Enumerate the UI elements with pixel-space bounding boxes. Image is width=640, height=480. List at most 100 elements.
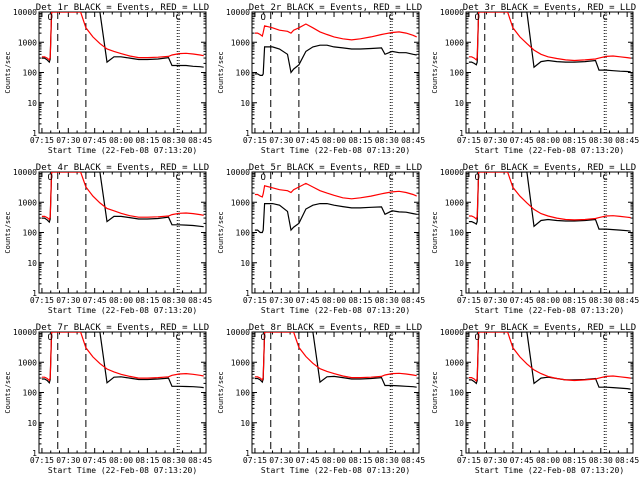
- y-tick-label: 100: [450, 69, 465, 78]
- marker-o: O: [474, 333, 479, 343]
- x-tick-label: 07:15: [243, 456, 267, 465]
- x-tick-label: 07:45: [510, 296, 534, 305]
- x-tick-label: 08:15: [348, 456, 372, 465]
- y-tick-label: 100: [23, 69, 38, 78]
- chart-panel-5: Det 5r BLACK = Events, RED = LLD 1 10 100 10…: [217, 163, 425, 315]
- x-tick-label: 08:30: [375, 296, 399, 305]
- x-axis-label: Start Time (22-Feb-08 07:13:20): [261, 466, 410, 475]
- y-tick-label: 100: [236, 389, 251, 398]
- y-tick-label: 10000: [226, 168, 250, 177]
- marker-c: C: [388, 333, 393, 343]
- plot-frame: [38, 11, 207, 134]
- x-tick-label: 07:45: [296, 456, 320, 465]
- y-tick-label: 1: [459, 289, 464, 298]
- x-tick-label: 07:15: [457, 296, 481, 305]
- y-tick-label: 10: [240, 259, 250, 268]
- y-tick-label: 10: [454, 99, 464, 108]
- x-tick-label: 07:30: [483, 456, 507, 465]
- y-tick-label: 1: [32, 129, 37, 138]
- x-tick-label: 07:30: [269, 136, 293, 145]
- chart-panel-9: Det 9r BLACK = Events, RED = LLD 1 10 100 10…: [431, 323, 639, 475]
- series-lld: [468, 172, 631, 221]
- x-tick-label: 08:45: [615, 136, 639, 145]
- y-axis-label: Counts/sec: [431, 51, 439, 93]
- plot-frame: [251, 171, 420, 294]
- panel-title: Det 4r BLACK = Events, RED = LLD: [36, 163, 209, 173]
- chart-panel-1: Det 1r BLACK = Events, RED = LLD 1 10 100 10…: [4, 3, 212, 155]
- y-tick-label: 10: [27, 99, 37, 108]
- x-axis-label: Start Time (22-Feb-08 07:13:20): [48, 146, 197, 155]
- plot-frame: [465, 171, 634, 294]
- series-events: [254, 44, 417, 77]
- x-tick-label: 08:30: [162, 136, 186, 145]
- x-tick-label: 08:15: [135, 136, 159, 145]
- marker-c: C: [388, 173, 393, 183]
- y-tick-label: 10000: [13, 8, 37, 17]
- y-axis-label: Counts/sec: [217, 371, 225, 413]
- y-tick-label: 1000: [18, 38, 37, 47]
- series-lld: [254, 23, 417, 41]
- x-tick-label: 07:30: [483, 296, 507, 305]
- marker-o: O: [260, 333, 265, 343]
- panel-title: Det 6r BLACK = Events, RED = LLD: [463, 163, 636, 173]
- x-tick-label: 08:30: [589, 136, 613, 145]
- plot-frame: [38, 171, 207, 294]
- y-tick-label: 1000: [18, 358, 37, 367]
- x-tick-label: 08:15: [348, 296, 372, 305]
- x-tick-label: 08:45: [188, 456, 212, 465]
- x-tick-label: 07:15: [457, 456, 481, 465]
- x-tick-label: 08:45: [615, 296, 639, 305]
- x-tick-label: 08:30: [162, 296, 186, 305]
- x-tick-label: 07:45: [83, 296, 107, 305]
- y-tick-label: 100: [23, 389, 38, 398]
- plot-frame: [38, 331, 207, 454]
- y-tick-label: 1: [459, 129, 464, 138]
- marker-o: O: [260, 173, 265, 183]
- x-axis-label: Start Time (22-Feb-08 07:13:20): [48, 466, 197, 475]
- chart-panel-8: Det 8r BLACK = Events, RED = LLD 1 10 100 10…: [217, 323, 425, 475]
- x-tick-label: 08:45: [615, 456, 639, 465]
- marker-o: O: [47, 333, 52, 343]
- y-axis-label: Counts/sec: [4, 371, 12, 413]
- y-tick-label: 10000: [13, 328, 37, 337]
- x-tick-label: 07:15: [243, 136, 267, 145]
- y-tick-label: 10000: [226, 8, 250, 17]
- marker-c: C: [175, 13, 180, 23]
- y-tick-label: 1: [32, 289, 37, 298]
- x-tick-label: 07:30: [56, 456, 80, 465]
- marker-c: C: [388, 13, 393, 23]
- x-axis-label: Start Time (22-Feb-08 07:13:20): [48, 306, 197, 315]
- x-tick-label: 08:30: [589, 296, 613, 305]
- x-tick-label: 07:45: [83, 136, 107, 145]
- x-tick-label: 08:45: [188, 296, 212, 305]
- y-tick-label: 100: [23, 229, 38, 238]
- panel-title: Det 2r BLACK = Events, RED = LLD: [249, 3, 422, 13]
- y-axis-label: Counts/sec: [217, 211, 225, 253]
- y-tick-label: 1: [459, 449, 464, 458]
- x-tick-label: 08:00: [322, 136, 346, 145]
- x-tick-label: 07:30: [269, 296, 293, 305]
- marker-o: O: [47, 173, 52, 183]
- panel-title: Det 9r BLACK = Events, RED = LLD: [463, 323, 636, 333]
- x-tick-label: 07:45: [510, 136, 534, 145]
- x-tick-label: 08:15: [135, 296, 159, 305]
- series-lld: [254, 332, 417, 381]
- y-tick-label: 100: [450, 389, 465, 398]
- x-axis-label: Start Time (22-Feb-08 07:13:20): [475, 146, 624, 155]
- x-tick-label: 08:15: [135, 456, 159, 465]
- x-axis-label: Start Time (22-Feb-08 07:13:20): [261, 306, 410, 315]
- y-tick-label: 1: [32, 449, 37, 458]
- x-tick-label: 07:15: [30, 136, 54, 145]
- y-tick-label: 100: [236, 229, 251, 238]
- y-tick-label: 100: [236, 69, 251, 78]
- x-tick-label: 08:45: [188, 136, 212, 145]
- x-tick-label: 07:30: [269, 456, 293, 465]
- marker-c: C: [602, 173, 607, 183]
- marker-o: O: [474, 13, 479, 23]
- y-tick-label: 10000: [440, 328, 464, 337]
- x-axis-label: Start Time (22-Feb-08 07:13:20): [261, 146, 410, 155]
- x-tick-label: 08:30: [375, 456, 399, 465]
- chart-panel-6: Det 6r BLACK = Events, RED = LLD 1 10 100 10…: [431, 163, 639, 315]
- marker-o: O: [474, 173, 479, 183]
- plot-frame: [465, 331, 634, 454]
